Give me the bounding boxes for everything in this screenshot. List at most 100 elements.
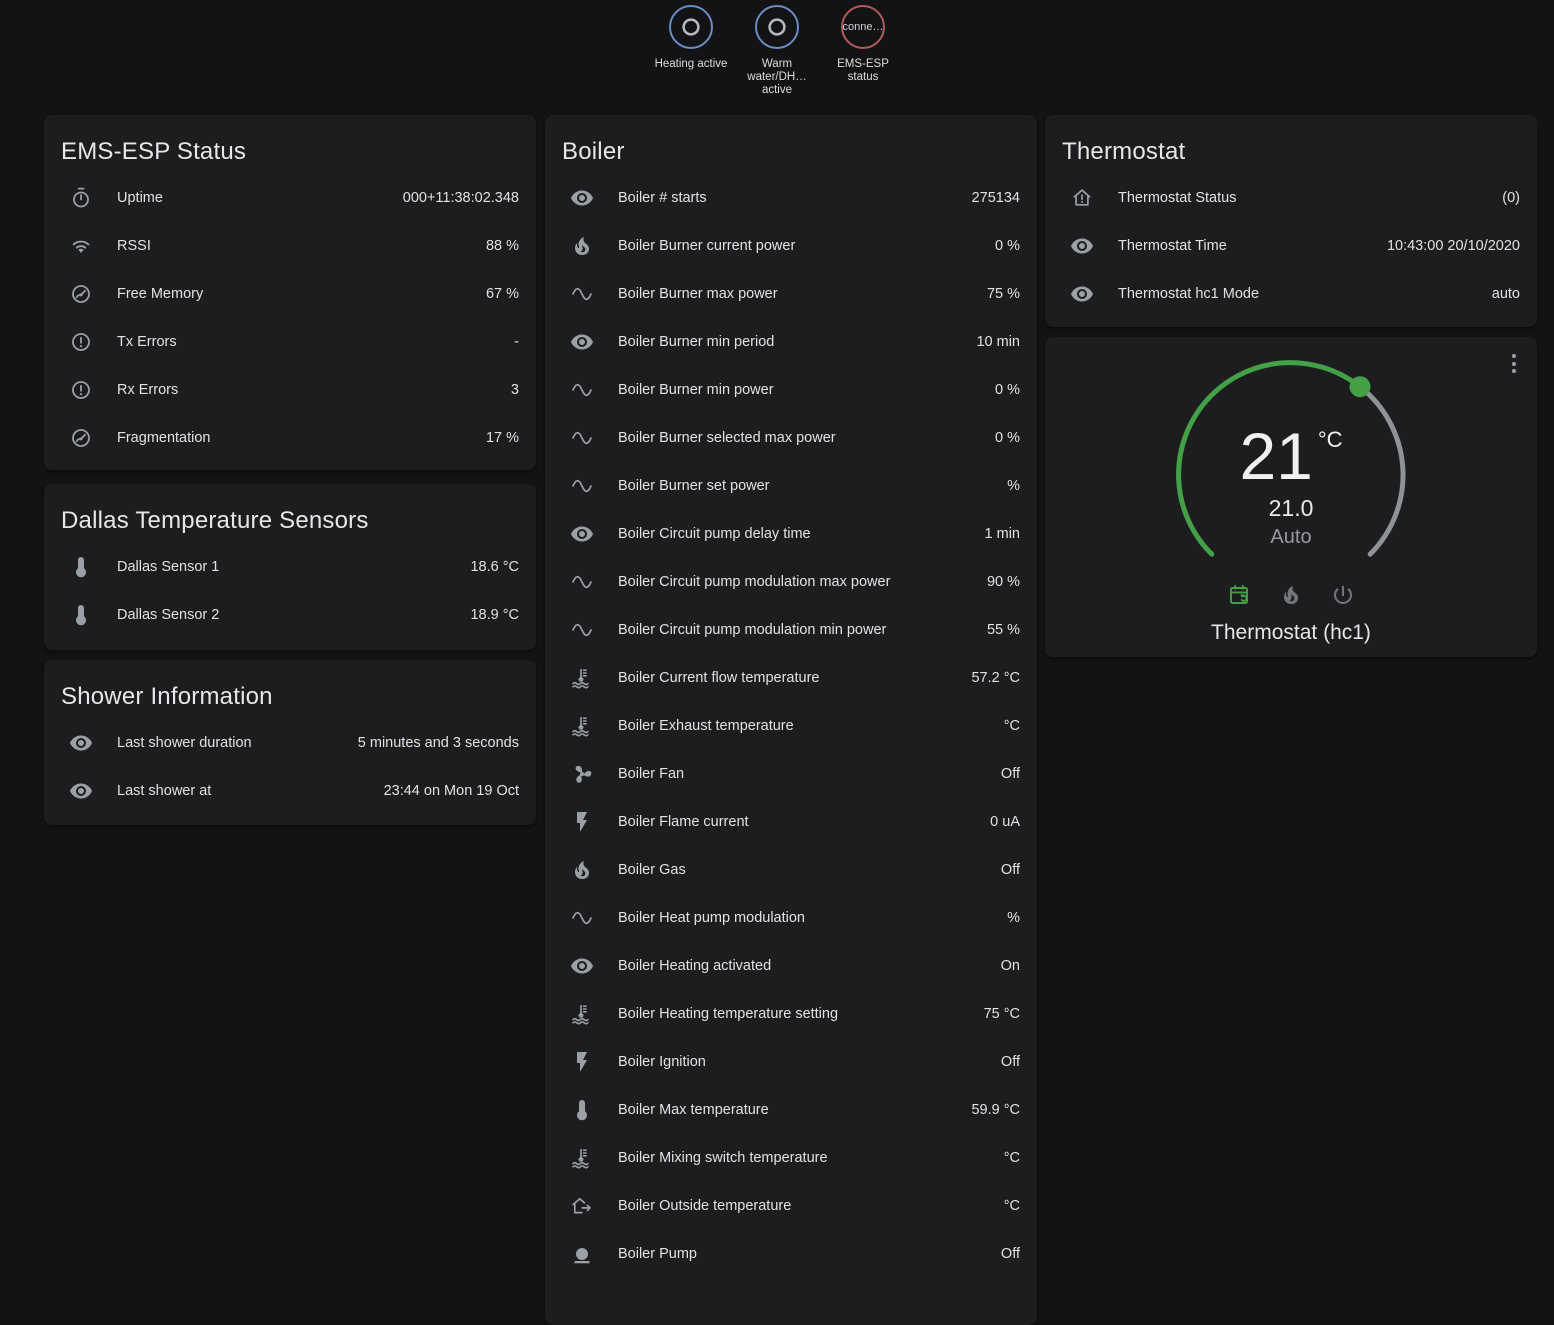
entity-row[interactable]: Boiler Burner max power 75 % [545, 270, 1037, 318]
entity-row[interactable]: Boiler Burner min period 10 min [545, 318, 1037, 366]
gauge-icon [69, 282, 93, 306]
card-title: Boiler [562, 138, 625, 165]
entity-value: 10:43:00 20/10/2020 [1386, 238, 1520, 254]
wifi-icon [69, 234, 93, 258]
entity-row[interactable]: Boiler Max temperature 59.9 °C [545, 1086, 1037, 1134]
entity-row[interactable]: Boiler Circuit pump delay time 1 min [545, 510, 1037, 558]
badge-heating-active[interactable]: Heating active [654, 5, 728, 71]
entity-row[interactable]: Boiler Outside temperature °C [545, 1182, 1037, 1230]
entity-value: % [1007, 910, 1020, 926]
entity-row[interactable]: Boiler Mixing switch temperature °C [545, 1134, 1037, 1182]
thermostat-name: Thermostat (hc1) [1211, 621, 1371, 644]
entity-label: Boiler Fan [618, 766, 685, 782]
sine-wave-icon [570, 474, 594, 498]
fan-icon [570, 762, 594, 786]
entity-label: Thermostat Status [1118, 190, 1237, 206]
power-icon[interactable] [1331, 583, 1355, 607]
column-middle: Boiler Boiler # starts 275134 Boiler Burne… [545, 115, 1037, 1325]
entity-row[interactable]: Thermostat Status (0) [1045, 174, 1537, 222]
entity-value: Off [1000, 1246, 1020, 1262]
entity-row[interactable]: Boiler Current flow temperature 57.2 °C [545, 654, 1037, 702]
entity-row[interactable]: Thermostat Time 10:43:00 20/10/2020 [1045, 222, 1537, 270]
entity-row[interactable]: Thermostat hc1 Mode auto [1045, 270, 1537, 318]
entity-label: Boiler Circuit pump delay time [618, 526, 811, 542]
card-thermostat: Thermostat Thermostat Status (0) Thermosta… [1045, 115, 1537, 327]
eye-icon [69, 731, 93, 755]
card-title: Thermostat [1062, 138, 1186, 165]
entity-row[interactable]: Boiler Heating activated On [545, 942, 1037, 990]
card-title: Shower Information [61, 683, 273, 710]
entity-row[interactable]: Boiler Circuit pump modulation min power… [545, 606, 1037, 654]
entity-label: Boiler Burner max power [618, 286, 778, 302]
entity-row[interactable]: Boiler Exhaust temperature °C [545, 702, 1037, 750]
entity-value: 75 °C [983, 1006, 1020, 1022]
entity-label: Boiler Burner min power [618, 382, 774, 398]
badge-warm-water-active[interactable]: Warm water/DH… active [740, 5, 814, 97]
thermostat-dial[interactable] [1161, 345, 1421, 605]
entity-row[interactable]: Boiler Heating temperature setting 75 °C [545, 990, 1037, 1038]
entity-value: 0 uA [990, 814, 1020, 830]
entity-row[interactable]: Dallas Sensor 2 18.9 °C [44, 591, 536, 639]
entity-row[interactable]: Boiler Ignition Off [545, 1038, 1037, 1086]
entity-label: Boiler Burner set power [618, 478, 770, 494]
entity-label: Dallas Sensor 1 [117, 559, 220, 575]
eye-icon [570, 330, 594, 354]
entity-row[interactable]: Boiler Burner min power 0 % [545, 366, 1037, 414]
entity-label: Boiler Heating activated [618, 958, 772, 974]
entity-row[interactable]: Fragmentation 17 % [44, 414, 536, 462]
entity-value: 000+11:38:02.348 [402, 190, 519, 206]
fire-icon [570, 234, 594, 258]
entity-label: Thermostat hc1 Mode [1118, 286, 1260, 302]
entity-row[interactable]: Boiler # starts 275134 [545, 174, 1037, 222]
entity-row[interactable]: Boiler Pump Off [545, 1230, 1037, 1278]
entity-value: auto [1491, 286, 1520, 302]
entity-label: Boiler Outside temperature [618, 1198, 792, 1214]
entity-row[interactable]: Uptime 000+11:38:02.348 [44, 174, 536, 222]
badge-circle [669, 5, 713, 49]
entity-label: Boiler # starts [618, 190, 707, 206]
eye-icon [570, 522, 594, 546]
entity-row[interactable]: Rx Errors 3 [44, 366, 536, 414]
entity-row[interactable]: Last shower at 23:44 on Mon 19 Oct [44, 767, 536, 815]
entity-row[interactable]: Boiler Heat pump modulation% [545, 894, 1037, 942]
more-options-button[interactable] [1510, 352, 1518, 375]
sine-wave-icon [570, 426, 594, 450]
entity-row[interactable]: Boiler Burner set power% [545, 462, 1037, 510]
entity-label: Dallas Sensor 2 [117, 607, 220, 623]
entity-row[interactable]: Free Memory 67 % [44, 270, 536, 318]
entity-row[interactable]: Tx Errors - [44, 318, 536, 366]
thermometer-icon [570, 1098, 594, 1122]
entity-row[interactable]: Boiler Gas Off [545, 846, 1037, 894]
badge-circle [755, 5, 799, 49]
entity-row[interactable]: Boiler Burner selected max power 0 % [545, 414, 1037, 462]
entity-row[interactable]: Last shower duration 5 minutes and 3 seco… [44, 719, 536, 767]
thermometer-icon [69, 555, 93, 579]
hvac-mode-buttons [1045, 583, 1537, 607]
entity-label: Rx Errors [117, 382, 179, 398]
entity-label: Last shower at [117, 783, 212, 799]
eye-icon [1070, 234, 1094, 258]
home-alert-icon [1070, 186, 1094, 210]
dial-handle[interactable] [1349, 376, 1371, 398]
badge-ems-esp-status[interactable]: conne… EMS-ESP status [826, 5, 900, 84]
badge-circle: conne… [841, 5, 885, 49]
entity-label: Boiler Current flow temperature [618, 670, 820, 686]
entity-row[interactable]: RSSI 88 % [44, 222, 536, 270]
entity-label: Boiler Gas [618, 862, 686, 878]
entity-row[interactable]: Boiler Flame current 0 uA [545, 798, 1037, 846]
entity-row[interactable]: Boiler Fan Off [545, 750, 1037, 798]
fire-icon[interactable] [1279, 583, 1303, 607]
entity-label: Free Memory [117, 286, 204, 302]
entity-row[interactable]: Boiler Circuit pump modulation max power… [545, 558, 1037, 606]
column-left: EMS-ESP Status Uptime 000+11:38:02.348 RSS… [44, 115, 536, 825]
entity-value: % [1007, 478, 1020, 494]
entity-row[interactable]: Boiler Burner current power 0 % [545, 222, 1037, 270]
calendar-sync-icon[interactable] [1227, 583, 1251, 607]
entity-value: 55 % [986, 622, 1020, 638]
target-temperature: 21.0 [1268, 495, 1314, 521]
pump-icon [570, 1242, 594, 1266]
sine-wave-icon [570, 378, 594, 402]
entity-row[interactable]: Dallas Sensor 1 18.6 °C [44, 543, 536, 591]
badge-state-text: conne… [842, 21, 884, 33]
entity-value: Off [1000, 1054, 1020, 1070]
